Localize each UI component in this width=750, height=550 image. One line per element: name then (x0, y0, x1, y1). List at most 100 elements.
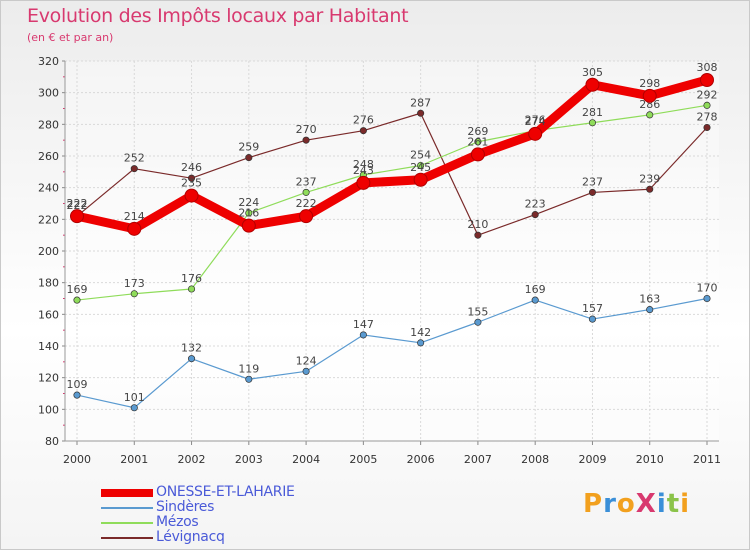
data-label-levignacq: 239 (639, 172, 660, 185)
legend-swatch (101, 489, 153, 497)
data-label-mezos: 281 (582, 106, 603, 119)
data-label-sinderes: 169 (525, 283, 546, 296)
logo-letter: X (635, 489, 657, 519)
data-label-sinderes: 124 (296, 354, 317, 367)
data-point-mezos (73, 296, 81, 304)
data-point-levignacq (646, 185, 654, 193)
data-label-onesse-et-laharie: 222 (67, 197, 88, 210)
x-tick-label: 2007 (464, 453, 492, 466)
y-tick-label: 100 (38, 403, 59, 416)
data-point-onesse-et-laharie (642, 88, 657, 103)
data-label-onesse-et-laharie: 216 (238, 207, 259, 220)
data-label-onesse-et-laharie: 274 (525, 115, 546, 128)
data-point-sinderes (646, 306, 654, 314)
data-point-mezos (187, 285, 196, 293)
data-point-onesse-et-laharie (528, 126, 543, 141)
data-point-levignacq (187, 174, 196, 182)
data-point-levignacq (245, 154, 253, 162)
data-label-sinderes: 157 (582, 302, 603, 315)
data-label-onesse-et-laharie: 298 (639, 77, 660, 90)
data-label-levignacq: 237 (582, 175, 603, 188)
y-tick-label: 300 (38, 87, 59, 100)
data-point-onesse-et-laharie (413, 172, 428, 187)
logo-letter: t (666, 489, 681, 519)
legend-label: Mézos (156, 514, 199, 530)
data-point-onesse-et-laharie (700, 73, 714, 87)
logo-letter: r (603, 489, 617, 519)
legend-label: Sindères (156, 499, 215, 515)
data-point-sinderes (588, 315, 597, 323)
x-tick-label: 2004 (292, 453, 320, 466)
data-label-onesse-et-laharie: 235 (181, 177, 202, 190)
x-tick-label: 2011 (693, 453, 721, 466)
data-point-mezos (646, 111, 654, 119)
data-point-sinderes (417, 339, 425, 347)
legend-swatch (101, 507, 153, 509)
data-label-levignacq: 259 (238, 141, 259, 154)
data-label-sinderes: 163 (639, 293, 660, 306)
data-point-levignacq (531, 211, 539, 219)
data-label-sinderes: 147 (353, 318, 374, 331)
data-label-sinderes: 119 (238, 362, 259, 375)
x-tick-label: 2003 (235, 453, 263, 466)
data-point-sinderes (73, 391, 81, 399)
data-point-onesse-et-laharie (127, 221, 142, 236)
legend-swatch (101, 522, 153, 524)
data-label-sinderes: 101 (124, 391, 145, 404)
y-tick-label: 220 (38, 213, 59, 226)
data-label-mezos: 176 (181, 272, 202, 285)
data-label-levignacq: 278 (697, 111, 718, 124)
x-tick-label: 2005 (349, 453, 377, 466)
logo-letter: P (583, 489, 604, 519)
data-label-onesse-et-laharie: 243 (353, 164, 374, 177)
data-label-mezos: 224 (238, 196, 259, 209)
plot-area (65, 61, 719, 441)
data-point-sinderes (302, 367, 310, 375)
data-label-levignacq: 223 (525, 198, 546, 211)
x-tick-label: 2000 (63, 453, 91, 466)
x-tick-label: 2001 (120, 453, 148, 466)
x-tick-label: 2002 (178, 453, 206, 466)
chart-subtitle: (en € et par an) (27, 31, 114, 44)
data-label-levignacq: 210 (467, 218, 488, 231)
data-point-sinderes (703, 294, 711, 303)
y-tick-label: 180 (38, 277, 59, 290)
data-point-onesse-et-laharie (356, 175, 371, 190)
data-point-levignacq (588, 188, 597, 196)
data-label-sinderes: 132 (181, 342, 202, 355)
data-point-mezos (417, 161, 425, 170)
data-label-mezos: 269 (467, 125, 488, 138)
data-point-levignacq (474, 231, 482, 239)
data-point-onesse-et-laharie (470, 147, 485, 162)
legend-swatch (101, 537, 153, 539)
data-point-mezos (245, 209, 253, 217)
y-tick-label: 260 (38, 150, 59, 163)
y-tick-label: 280 (38, 118, 59, 131)
data-label-onesse-et-laharie: 261 (467, 135, 488, 148)
data-label-onesse-et-laharie: 308 (697, 61, 718, 74)
y-tick-label: 320 (38, 55, 59, 68)
data-label-sinderes: 170 (697, 282, 718, 295)
data-point-levignacq (302, 136, 310, 144)
data-point-sinderes (359, 331, 367, 339)
data-label-onesse-et-laharie: 214 (124, 210, 145, 223)
data-label-onesse-et-laharie: 245 (410, 161, 431, 174)
data-point-sinderes (245, 375, 253, 383)
legend-item: ONESSE-ET-LAHARIE (101, 485, 401, 500)
proxiti-logo: ProXiti (583, 489, 690, 519)
data-label-levignacq: 252 (124, 152, 145, 165)
data-point-mezos (130, 290, 138, 298)
data-point-levignacq (359, 127, 367, 135)
legend-item: Mézos (101, 515, 401, 530)
data-label-mezos: 292 (697, 88, 718, 101)
y-tick-label: 200 (38, 245, 59, 258)
data-point-levignacq (130, 165, 138, 173)
data-label-levignacq: 270 (296, 123, 317, 136)
y-tick-label: 120 (38, 372, 59, 385)
data-label-mezos: 286 (639, 98, 660, 111)
data-point-mezos (588, 119, 597, 127)
data-label-levignacq: 276 (353, 114, 374, 127)
x-tick-label: 2010 (636, 453, 664, 466)
